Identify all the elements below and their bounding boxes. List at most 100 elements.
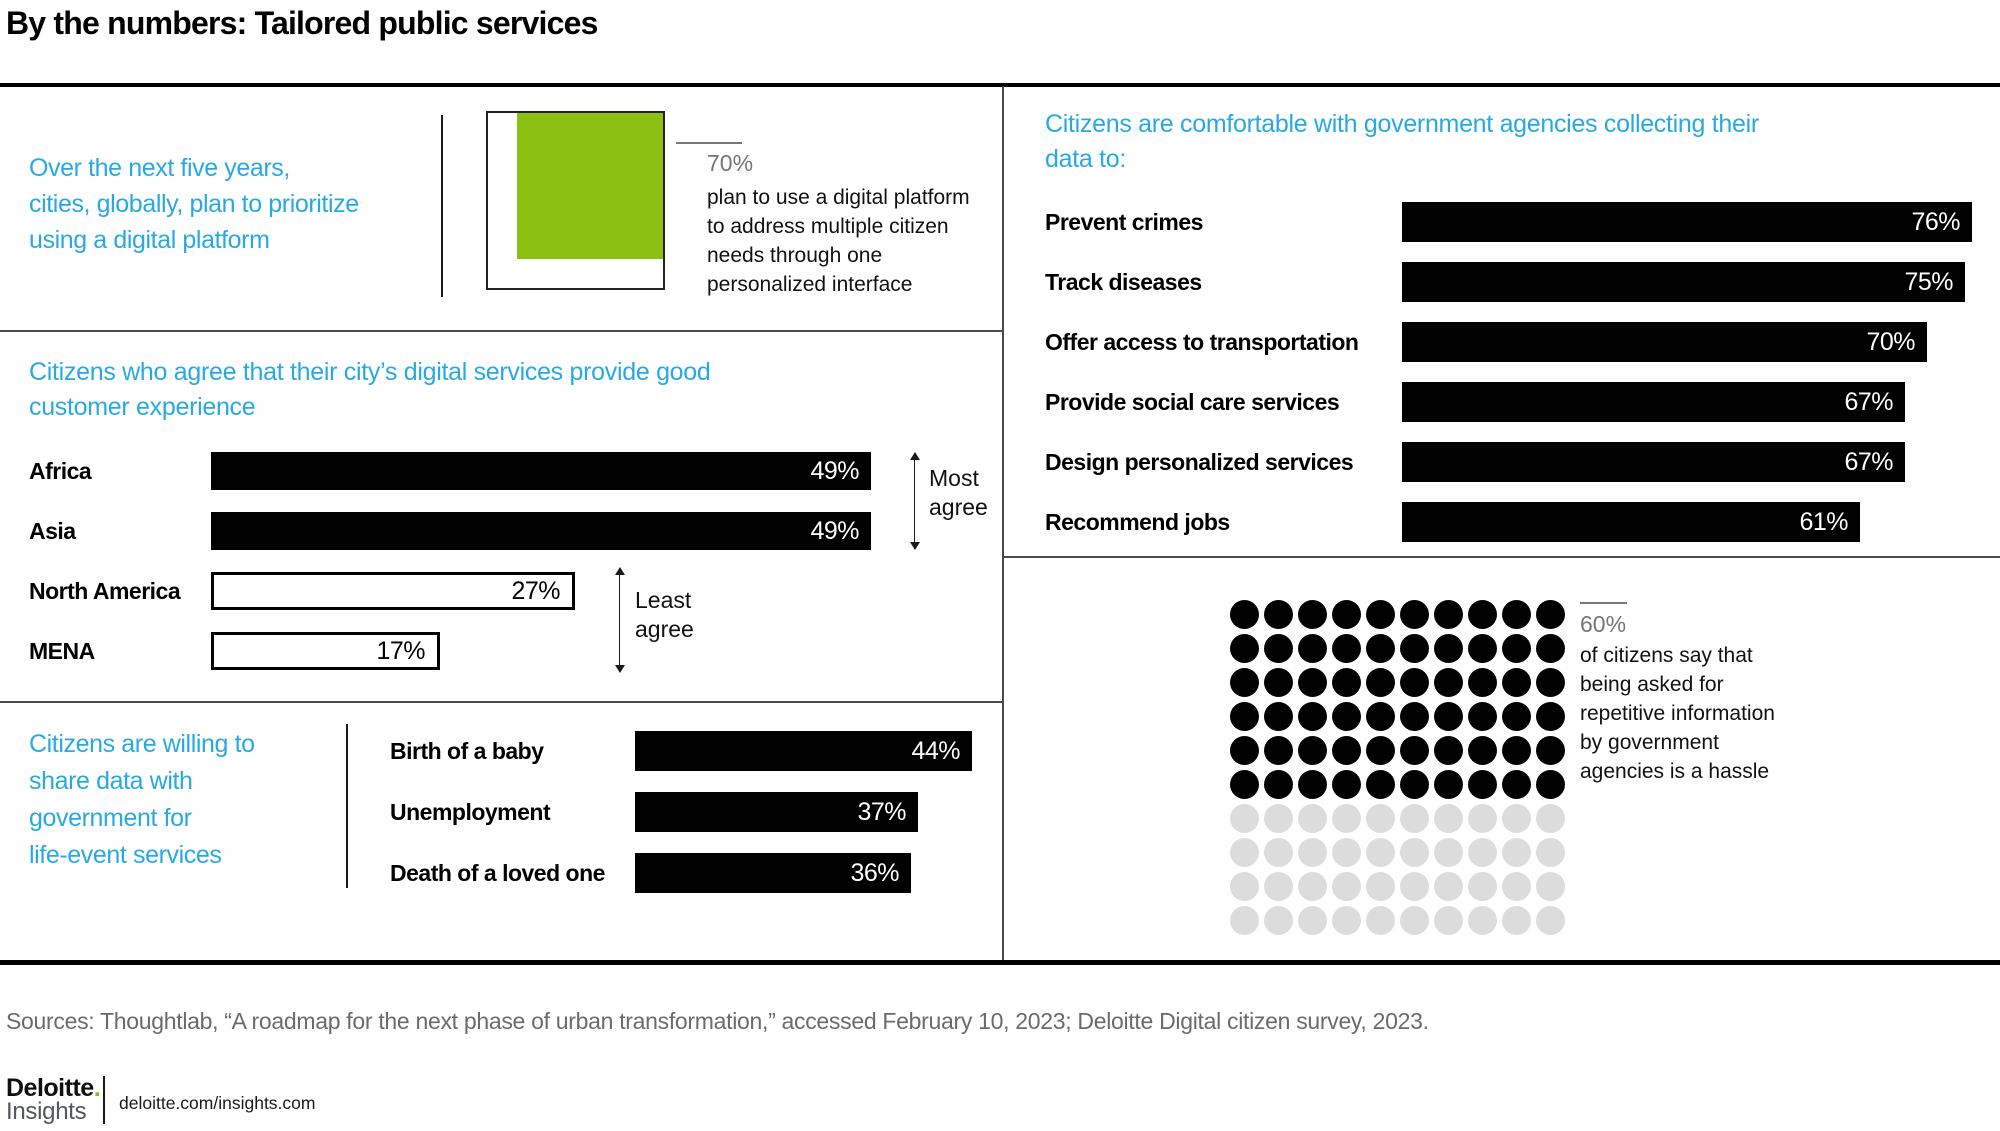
site-url: deloitte.com/insights.com bbox=[119, 1093, 316, 1113]
bar-category-label: Design personalized services bbox=[1045, 448, 1354, 475]
waffle-dot-filled bbox=[1400, 634, 1429, 663]
bar-row: North America 27% bbox=[29, 572, 989, 610]
waffle-dot-empty bbox=[1366, 906, 1395, 935]
waffle-dot-empty bbox=[1298, 872, 1327, 901]
life-event-separator bbox=[346, 724, 348, 888]
waffle-dot-empty bbox=[1332, 804, 1361, 833]
waffle-dot-filled bbox=[1264, 702, 1293, 731]
brand-sub: Insights bbox=[6, 1098, 87, 1125]
waffle-dot-filled bbox=[1264, 668, 1293, 697]
waffle-dot-empty bbox=[1502, 804, 1531, 833]
waffle-dot-empty bbox=[1264, 872, 1293, 901]
waffle-dot-empty bbox=[1230, 906, 1259, 935]
waffle-dot-empty bbox=[1264, 906, 1293, 935]
waffle-dot-filled bbox=[1332, 702, 1361, 731]
waffle-dot-filled bbox=[1536, 770, 1565, 799]
waffle-dot-filled bbox=[1502, 736, 1531, 765]
waffle-dot-filled bbox=[1400, 600, 1429, 629]
waffle-dot-empty bbox=[1434, 906, 1463, 935]
waffle-dot-filled bbox=[1536, 736, 1565, 765]
right-divider bbox=[1002, 556, 2000, 558]
bar-row: Unemployment 37% bbox=[390, 792, 990, 832]
waffle-dot-filled bbox=[1366, 702, 1395, 731]
waffle-dot-filled bbox=[1332, 736, 1361, 765]
text-line: being asked for bbox=[1580, 673, 1724, 696]
bar-row: Death of a loved one 36% bbox=[390, 853, 990, 893]
waffle-dot-filled bbox=[1332, 600, 1361, 629]
square-leader-line bbox=[676, 142, 742, 144]
bar-category-label: Track diseases bbox=[1045, 268, 1202, 295]
bar-row: Design personalized services 67% bbox=[1045, 442, 1985, 482]
waffle-dot-empty bbox=[1536, 804, 1565, 833]
waffle-dot-empty bbox=[1230, 872, 1259, 901]
bar-category-label: Asia bbox=[29, 517, 76, 544]
waffle-dot-filled bbox=[1400, 770, 1429, 799]
bar-value-label: 61% bbox=[1799, 507, 1848, 536]
waffle-dot-filled bbox=[1230, 634, 1259, 663]
waffle-dot-empty bbox=[1230, 804, 1259, 833]
data-collection-chart: Prevent crimes 76% Track diseases 75% Offer … bbox=[1045, 202, 1985, 562]
text-line: using a digital platform bbox=[29, 226, 270, 254]
bar-category-label: MENA bbox=[29, 637, 95, 664]
waffle-dot-filled bbox=[1468, 634, 1497, 663]
life-event-chart: Birth of a baby 44% Unemployment 37% Death o… bbox=[390, 731, 990, 914]
waffle-dot-filled bbox=[1434, 634, 1463, 663]
text-line: cities, globally, plan to prioritize bbox=[29, 190, 359, 218]
bottom-rule bbox=[0, 960, 2000, 965]
square-fill-green bbox=[516, 113, 663, 260]
text-line: of citizens say that bbox=[1580, 644, 1753, 667]
waffle-dot-filled bbox=[1502, 770, 1531, 799]
bar-offer-access-to-transportation: 70% bbox=[1402, 322, 1927, 362]
digital-platform-statement: Over the next five years, cities, globall… bbox=[29, 150, 441, 258]
waffle-dot-filled bbox=[1434, 600, 1463, 629]
waffle-dot-filled bbox=[1332, 668, 1361, 697]
waffle-dot-filled bbox=[1366, 770, 1395, 799]
text-line: Citizens are comfortable with government… bbox=[1045, 110, 1759, 138]
waffle-dot-filled bbox=[1230, 600, 1259, 629]
waffle-dot-empty bbox=[1400, 872, 1429, 901]
text-line: repetitive information bbox=[1580, 702, 1775, 725]
least-agree-arrow bbox=[614, 567, 625, 673]
text-line: to address multiple citizen bbox=[707, 215, 949, 238]
waffle-dot-filled bbox=[1502, 668, 1531, 697]
waffle-dot-filled bbox=[1434, 736, 1463, 765]
waffle-dot-filled bbox=[1366, 668, 1395, 697]
waffle-dot-empty bbox=[1264, 804, 1293, 833]
bar-value-label: 44% bbox=[911, 736, 960, 765]
center-vertical-divider bbox=[1002, 86, 1004, 960]
waffle-dot-filled bbox=[1536, 668, 1565, 697]
bar-category-label: Birth of a baby bbox=[390, 737, 544, 764]
waffle-dot-empty bbox=[1434, 838, 1463, 867]
waffle-dot-empty bbox=[1502, 872, 1531, 901]
waffle-dot-filled bbox=[1468, 702, 1497, 731]
waffle-dot-empty bbox=[1332, 838, 1361, 867]
waffle-dot-filled bbox=[1264, 600, 1293, 629]
text-line: data to: bbox=[1045, 145, 1126, 173]
bar-prevent-crimes: 76% bbox=[1402, 202, 1972, 242]
waffle-dot-filled bbox=[1502, 634, 1531, 663]
bar-value-label: 17% bbox=[376, 636, 425, 665]
bar-value-label: 49% bbox=[810, 516, 859, 545]
bar-category-label: North America bbox=[29, 577, 181, 604]
bar-row: Track diseases 75% bbox=[1045, 262, 1985, 302]
waffle-dot-filled bbox=[1536, 702, 1565, 731]
waffle-dot-filled bbox=[1332, 770, 1361, 799]
statement-separator bbox=[441, 115, 443, 297]
waffle-dot-filled bbox=[1298, 634, 1327, 663]
bar-recommend-jobs: 61% bbox=[1402, 502, 1860, 542]
waffle-dot-filled bbox=[1502, 702, 1531, 731]
bar-category-label: Africa bbox=[29, 457, 92, 484]
waffle-dot-filled bbox=[1230, 668, 1259, 697]
bar-row: Provide social care services 67% bbox=[1045, 382, 1985, 422]
waffle-dot-empty bbox=[1468, 804, 1497, 833]
waffle-dot-empty bbox=[1298, 838, 1327, 867]
bar-category-label: Recommend jobs bbox=[1045, 508, 1230, 535]
bar-track-diseases: 75% bbox=[1402, 262, 1965, 302]
text-line: customer experience bbox=[29, 393, 256, 421]
waffle-dot-empty bbox=[1468, 906, 1497, 935]
waffle-dot-empty bbox=[1434, 804, 1463, 833]
bar-death-of-a-loved-one: 36% bbox=[635, 853, 911, 893]
waffle-dot-filled bbox=[1468, 668, 1497, 697]
bar-value-label: 36% bbox=[850, 858, 899, 887]
bar-mena: 17% bbox=[211, 632, 440, 670]
